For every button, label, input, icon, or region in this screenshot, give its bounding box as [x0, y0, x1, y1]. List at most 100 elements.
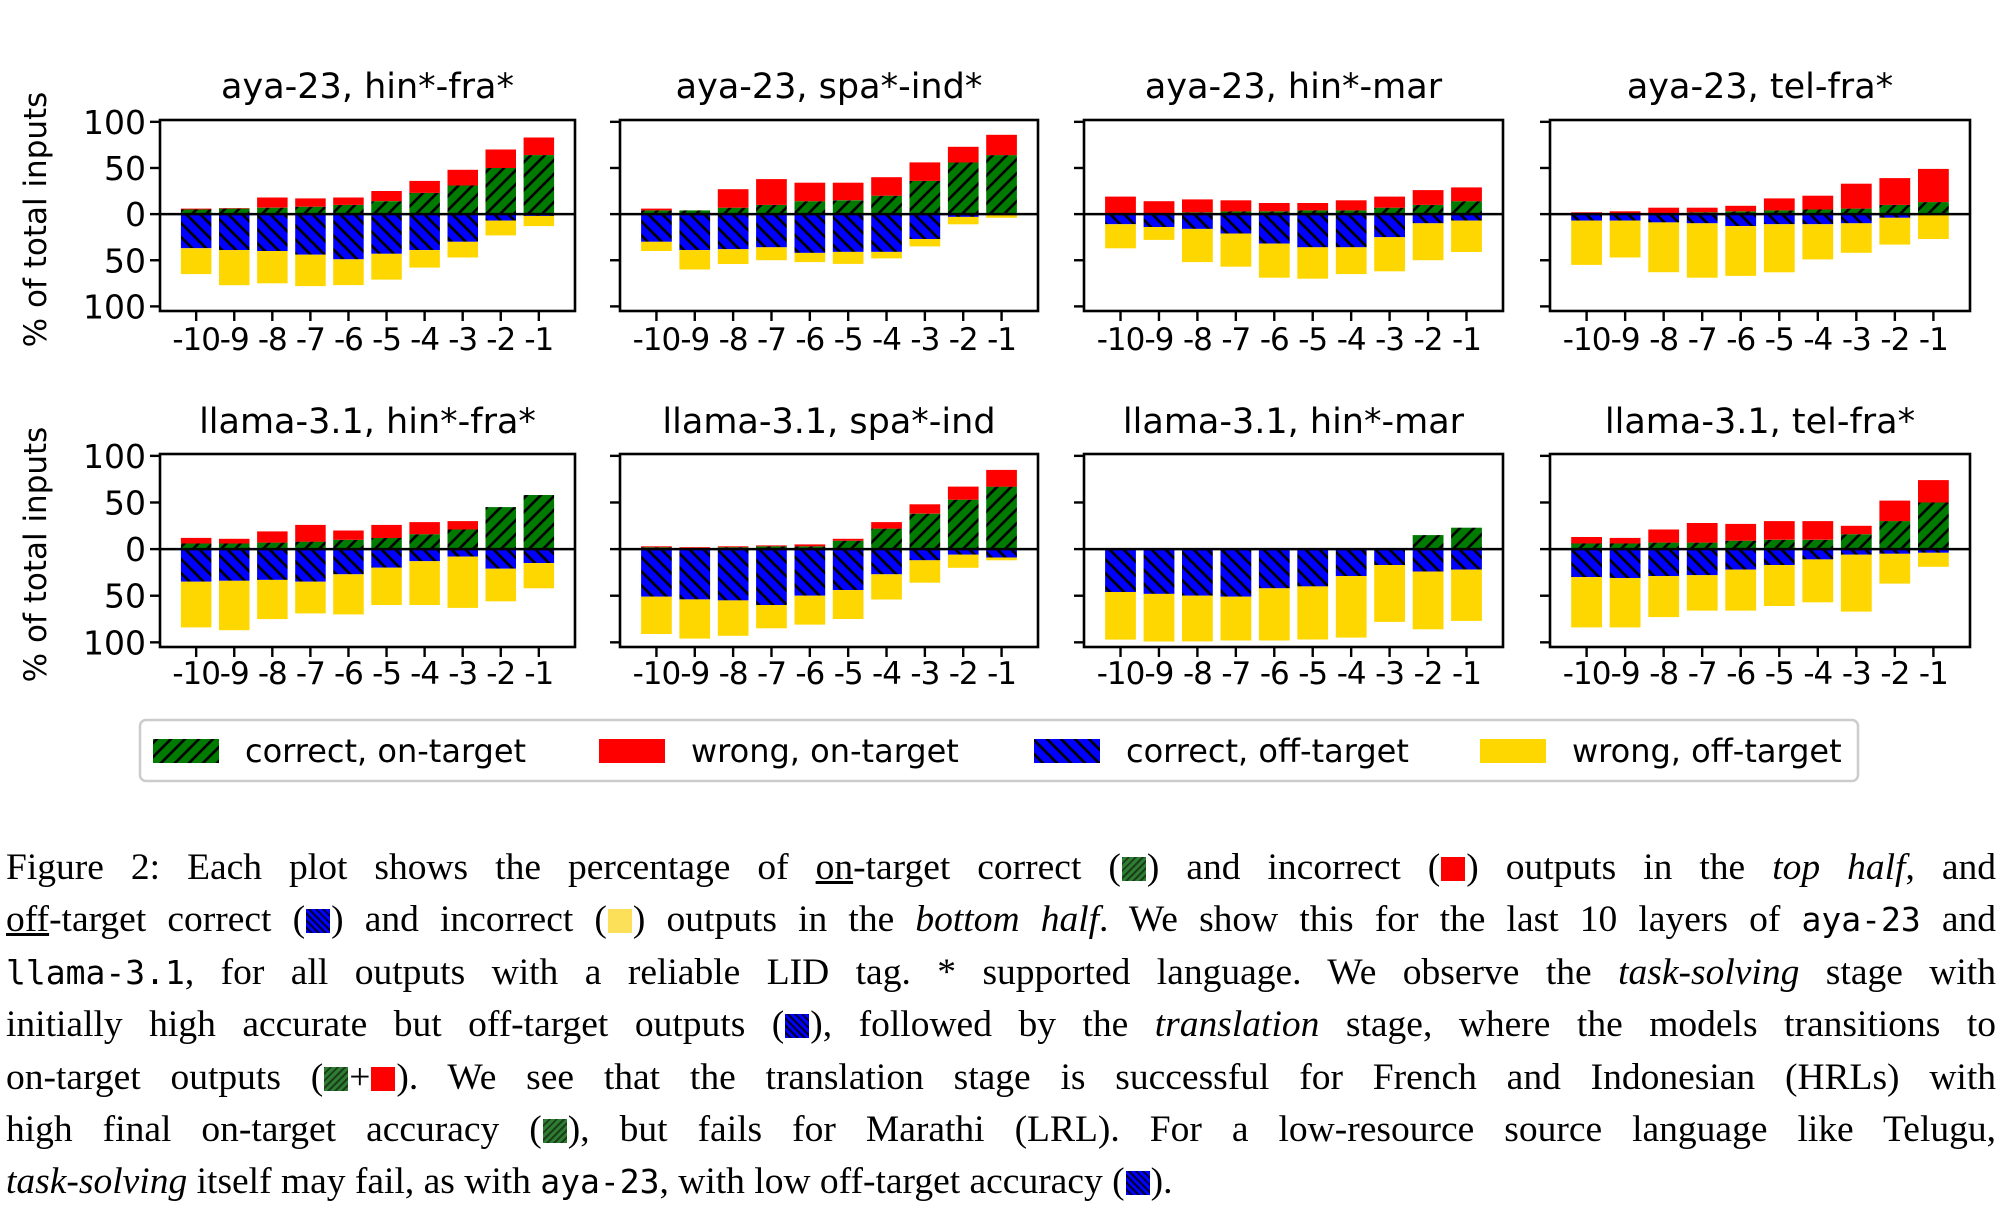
bar-correct-off	[333, 549, 364, 575]
x-tick-label: -10	[633, 322, 681, 358]
bar-wrong-on	[1297, 203, 1329, 211]
bar-wrong-on	[1840, 183, 1872, 209]
chart-panel: llama-3.1, tel-fra* -10 -9 -8 -7 -6 -5 -4 -3 -2 -1	[1540, 402, 1972, 692]
x-tick-label: -2	[1414, 656, 1443, 692]
bar-wrong-on	[1648, 207, 1680, 214]
caption-text: -target correct (	[853, 847, 1121, 888]
bar-correct-off	[1374, 214, 1405, 238]
bar-wrong-off	[219, 250, 250, 286]
bar-wrong-on	[180, 537, 212, 544]
caption-text: top half	[1772, 847, 1906, 888]
bar-wrong-off	[794, 252, 826, 263]
x-tick-label: -10	[633, 656, 681, 692]
bar-wrong-off	[1258, 243, 1290, 278]
bar-correct-off	[1451, 214, 1482, 221]
x-tick-label: -8	[258, 322, 287, 358]
caption-text: . We show this for the last 10 layers of	[1099, 899, 1802, 941]
bar-correct-on	[1220, 211, 1252, 215]
bar-correct-on	[641, 210, 672, 215]
caption-text: initially high accurate but off-target o…	[6, 1004, 785, 1046]
bar-correct-off	[333, 214, 364, 260]
legend-frame	[138, 718, 1860, 783]
bar-correct-off	[1182, 549, 1213, 596]
bar-correct-off	[409, 549, 440, 562]
bar-correct-on	[180, 209, 212, 215]
bar-correct-off	[485, 214, 516, 221]
bar-correct-off	[1143, 214, 1175, 227]
bar-correct-on	[1725, 211, 1757, 215]
bar-wrong-on	[947, 486, 979, 500]
bar-correct-on	[257, 542, 288, 550]
bar-correct-off	[1105, 214, 1136, 225]
bar-wrong-on	[219, 208, 250, 209]
bar-wrong-off	[1571, 220, 1602, 265]
bar-wrong-off	[1143, 593, 1175, 642]
bar-wrong-on	[1335, 200, 1367, 211]
bar-wrong-off	[756, 605, 787, 629]
y-tick-label: 50	[104, 483, 146, 522]
bar-wrong-off	[986, 557, 1017, 561]
bar-wrong-on	[794, 544, 826, 547]
chart-panel: llama-3.1, hin*-fra* 100 50 0 50 100 -10 -9 -8 -7…	[18, 402, 577, 692]
bar-correct-on	[1879, 521, 1911, 550]
bar-wrong-off	[1412, 223, 1444, 261]
bar-wrong-off	[1840, 554, 1872, 612]
bar-wrong-off	[1105, 592, 1136, 640]
bar-correct-off	[1609, 549, 1641, 578]
caption-text: task-solving	[6, 1161, 188, 1203]
bar-wrong-off	[1571, 577, 1602, 628]
bar-correct-off	[295, 214, 326, 255]
bar-wrong-off	[295, 254, 326, 287]
bar-wrong-on	[1609, 537, 1641, 544]
bar-wrong-off	[1297, 247, 1329, 279]
bar-correct-on	[485, 507, 516, 550]
x-tick-label: -3	[910, 322, 939, 358]
x-tick-label: -10	[1097, 656, 1145, 692]
x-tick-label: -4	[872, 322, 901, 358]
x-tick-label: -6	[795, 656, 824, 692]
bar-wrong-on	[1258, 203, 1290, 212]
x-tick-label: -7	[1688, 656, 1717, 692]
caption-text: high final on-target accuracy (	[6, 1109, 542, 1151]
bar-correct-off	[1879, 214, 1911, 218]
bar-correct-on	[986, 155, 1017, 215]
bar-wrong-on	[871, 177, 902, 196]
x-tick-label: -4	[1337, 656, 1366, 692]
bar-wrong-on	[1143, 201, 1175, 215]
bar-wrong-on	[1802, 521, 1834, 540]
bar-wrong-off	[1609, 578, 1641, 628]
bar-correct-off	[1802, 214, 1834, 225]
bar-correct-on	[947, 162, 979, 215]
bar-correct-on	[794, 201, 826, 215]
bar-correct-off	[523, 549, 555, 564]
bar-wrong-on	[371, 524, 402, 538]
bar-correct-off	[832, 214, 864, 252]
bar-correct-off	[986, 549, 1017, 558]
bar-wrong-off	[1802, 559, 1834, 603]
bar-wrong-off	[1648, 222, 1680, 273]
bar-wrong-off	[1451, 220, 1482, 252]
bar-correct-off	[1220, 549, 1252, 597]
bar-wrong-on	[1879, 178, 1911, 205]
bar-wrong-off	[1374, 237, 1405, 272]
bar-wrong-on	[641, 208, 672, 211]
bar-wrong-off	[1220, 596, 1252, 641]
panel-title: aya-23, hin*-fra*	[221, 67, 514, 107]
x-tick-label: -1	[1919, 322, 1948, 358]
x-tick-label: -4	[1803, 656, 1832, 692]
bar-wrong-off	[794, 595, 826, 625]
bar-wrong-on	[1918, 480, 1949, 503]
bar-wrong-off	[1648, 576, 1680, 618]
bar-correct-off	[641, 214, 672, 242]
bar-wrong-off	[717, 249, 749, 264]
bar-wrong-off	[1143, 227, 1175, 240]
bar-wrong-off	[1725, 569, 1757, 611]
model-name: aya-23	[540, 1162, 660, 1202]
bar-wrong-on	[333, 197, 364, 205]
axes-frame	[158, 118, 577, 313]
caption-line: on-target outputs (+). We see that the t…	[6, 1052, 1996, 1104]
x-tick-label: -5	[834, 322, 863, 358]
x-tick-label: -1	[1452, 322, 1481, 358]
